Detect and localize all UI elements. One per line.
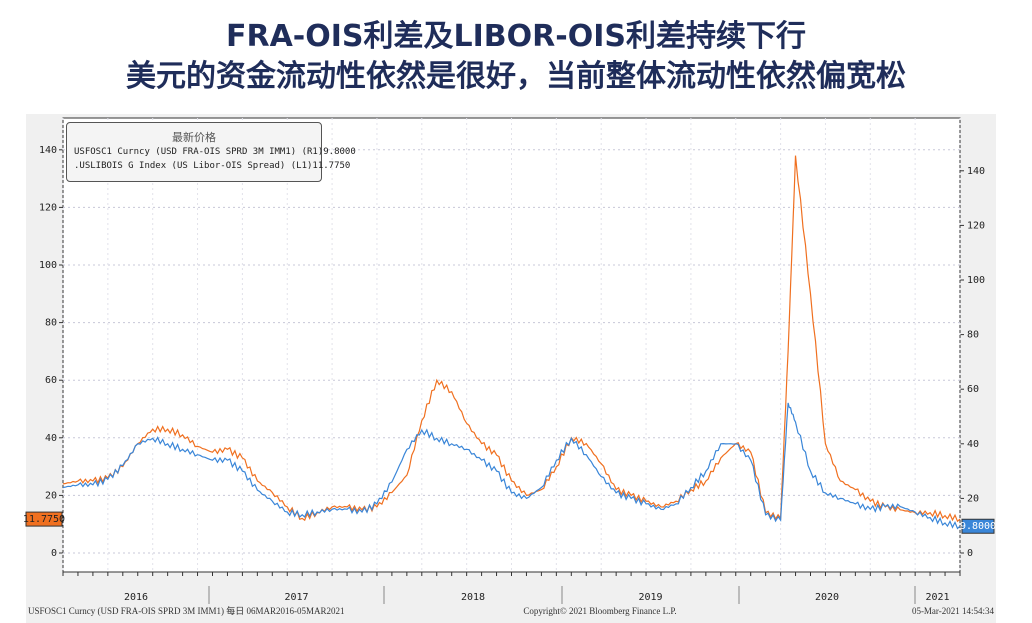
footer-timestamp: 05-Mar-2021 14:54:34 — [912, 606, 995, 616]
right-tick-label: 140 — [967, 166, 985, 177]
x-tick-label: 2016 — [124, 592, 148, 603]
right-last-value-badge — [961, 518, 995, 534]
legend-value: 9.8000 — [323, 147, 356, 157]
footer-source: USFOSC1 Curncy (USD FRA-OIS SPRD 3M IMM1… — [28, 605, 345, 616]
left-tick-label: 40 — [45, 433, 57, 444]
x-tick-label: 2017 — [284, 592, 308, 603]
legend-item-fra-ois: USFOSC1 Curncy (USD FRA-OIS SPRD 3M IMM1… — [71, 145, 356, 159]
slide-title: FRA-OIS利差及LIBOR-OIS利差持续下行 — [225, 19, 806, 54]
x-tick-label: 2018 — [461, 592, 485, 603]
left-tick-label: 140 — [39, 145, 57, 156]
left-last-value-badge — [25, 511, 63, 527]
right-tick-label: 80 — [967, 330, 979, 341]
footer-copyright: Copyright© 2021 Bloomberg Finance L.P. — [523, 606, 676, 616]
x-tick-label: 2019 — [638, 592, 662, 603]
legend-title: 最新价格 — [172, 131, 216, 144]
x-tick-label: 2021 — [925, 592, 949, 603]
left-tick-label: 20 — [45, 490, 57, 501]
right-tick-label: 20 — [967, 493, 979, 504]
right-last-value: 9.8000 — [960, 521, 996, 532]
left-tick-label: 120 — [39, 202, 57, 213]
chart-legend: 最新价格 USFOSC1 Curncy (USD FRA-OIS SPRD 3M… — [66, 122, 356, 182]
left-tick-label: 100 — [39, 260, 57, 271]
left-last-value: 11.7750 — [23, 514, 65, 525]
left-tick-label: 80 — [45, 318, 57, 329]
right-tick-label: 120 — [967, 220, 985, 231]
left-tick-label: 60 — [45, 375, 57, 386]
left-tick-label: 0 — [51, 548, 57, 559]
legend-value: 11.7750 — [312, 161, 351, 171]
right-tick-label: 100 — [967, 275, 985, 286]
right-tick-label: 40 — [967, 439, 979, 450]
right-tick-label: 0 — [967, 548, 973, 559]
legend-label: .USLIBOIS G Index (US Libor-OIS Spread) … — [74, 161, 313, 171]
legend-item-libor-ois: .USLIBOIS G Index (US Libor-OIS Spread) … — [71, 159, 350, 173]
legend-label: USFOSC1 Curncy (USD FRA-OIS SPRD 3M IMM1… — [74, 147, 324, 157]
series-line — [62, 402, 961, 530]
slide-subtitle: 美元的资金流动性依然是很好，当前整体流动性依然偏宽松 — [126, 59, 906, 94]
series-line — [62, 155, 961, 523]
right-tick-label: 60 — [967, 384, 979, 395]
x-tick-label: 2020 — [815, 592, 839, 603]
